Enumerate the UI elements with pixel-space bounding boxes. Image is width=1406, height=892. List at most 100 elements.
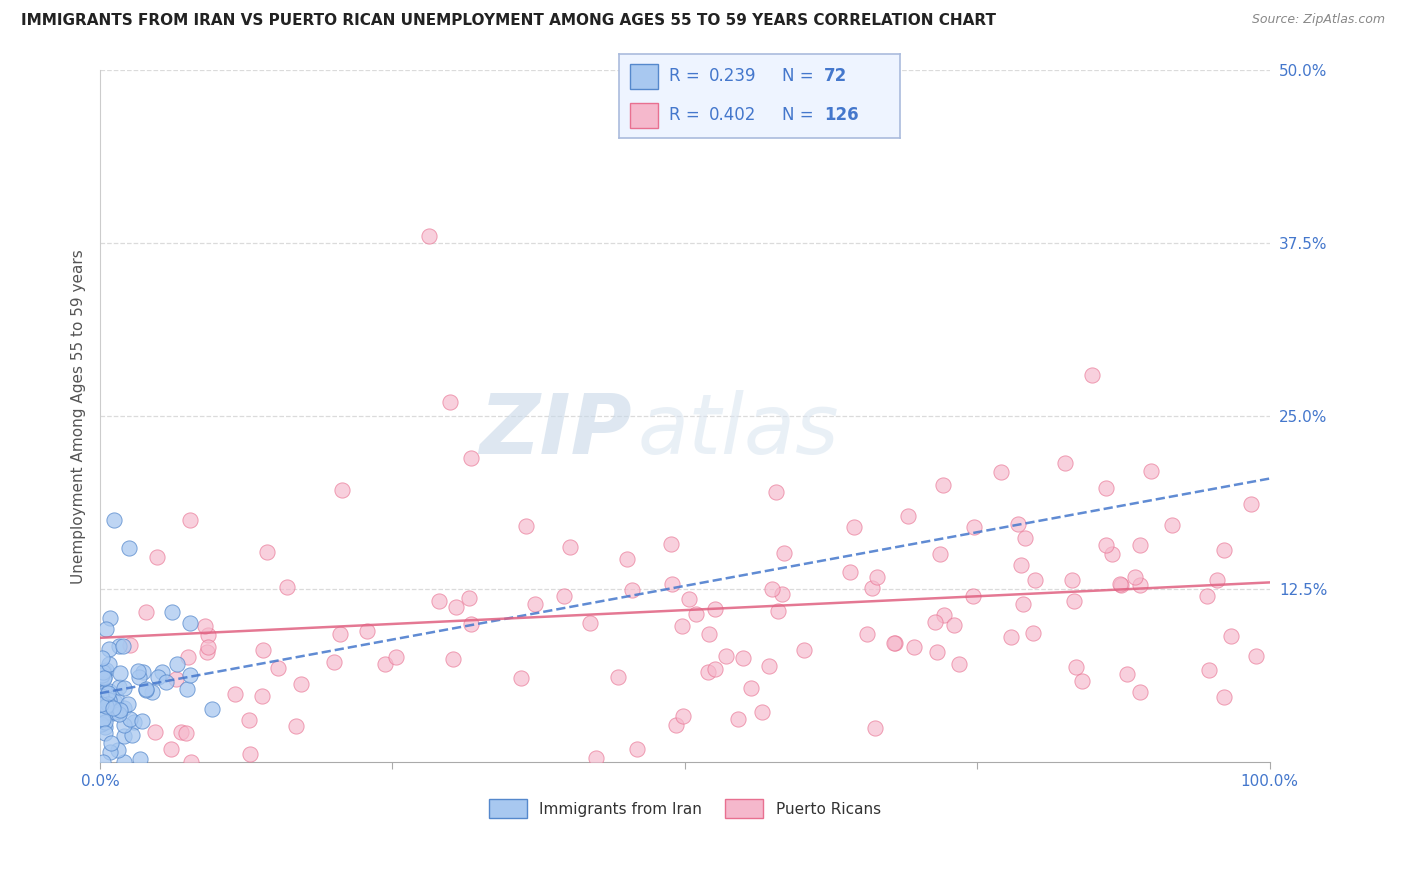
Point (93, 712, 115, 726)
Point (1213, 543, 1236, 558)
Point (94, 698, 117, 713)
Bar (630, 63, 658, 89)
Point (766, 603, 789, 617)
Point (579, 615, 602, 630)
Point (924, 615, 946, 630)
Point (659, 537, 682, 551)
Point (98, 693, 121, 707)
Point (856, 627, 879, 641)
Point (112, 701, 135, 715)
Point (238, 713, 260, 727)
Point (112, 729, 135, 743)
Point (94, 622, 117, 636)
Point (1128, 685, 1150, 699)
Point (110, 703, 132, 717)
Point (932, 478, 955, 492)
Point (179, 668, 201, 682)
Point (418, 229, 440, 244)
Point (104, 705, 127, 719)
Point (108, 639, 131, 653)
Point (128, 752, 150, 766)
Point (962, 589, 984, 603)
Point (329, 626, 352, 640)
Point (509, 671, 531, 685)
Text: 72: 72 (824, 68, 848, 86)
Point (91, 756, 114, 770)
Point (195, 645, 218, 659)
Point (121, 728, 143, 742)
Point (1010, 558, 1032, 573)
Point (170, 724, 193, 739)
Point (135, 683, 157, 698)
Point (114, 756, 136, 770)
Point (97, 657, 120, 671)
Point (515, 518, 537, 533)
Point (118, 638, 141, 652)
Point (201, 702, 224, 716)
Point (127, 664, 149, 678)
Point (671, 619, 693, 633)
Point (1109, 577, 1132, 591)
Point (665, 718, 688, 732)
Text: 0.239: 0.239 (709, 68, 756, 86)
Point (1054, 456, 1077, 470)
Point (160, 741, 183, 756)
Point (439, 395, 461, 409)
Point (1000, 630, 1022, 644)
Point (703, 662, 725, 676)
Point (256, 545, 278, 559)
Point (1195, 589, 1218, 603)
Point (1063, 594, 1085, 608)
Point (94, 720, 117, 734)
Point (98, 610, 121, 624)
Point (112, 640, 135, 654)
Point (866, 569, 889, 583)
Point (1007, 517, 1029, 532)
Point (441, 652, 464, 666)
Point (429, 594, 451, 608)
Point (101, 701, 124, 715)
Point (1014, 531, 1036, 545)
Point (927, 645, 949, 659)
Point (1244, 649, 1267, 664)
Point (118, 712, 141, 726)
Point (197, 640, 219, 655)
Point (108, 706, 131, 721)
Point (179, 615, 201, 630)
Point (90, 717, 112, 731)
Point (883, 635, 905, 649)
Point (290, 677, 312, 691)
Point (751, 705, 773, 719)
Point (118, 541, 141, 555)
Text: N =: N = (782, 68, 813, 86)
Point (104, 690, 127, 705)
Point (174, 726, 197, 740)
Point (284, 718, 307, 732)
Point (842, 520, 865, 534)
Point (1095, 481, 1118, 495)
Point (93, 670, 115, 684)
Point (94, 725, 117, 739)
Point (697, 627, 720, 641)
Point (143, 724, 166, 739)
Point (765, 484, 787, 499)
Point (1212, 690, 1234, 705)
Point (180, 756, 202, 770)
Point (672, 709, 695, 723)
Point (1024, 573, 1046, 587)
Point (356, 624, 378, 638)
Point (224, 687, 246, 701)
Point (267, 661, 290, 675)
Point (90, 698, 112, 712)
Point (94, 715, 117, 730)
Text: R =: R = (669, 68, 700, 86)
Point (1129, 578, 1152, 592)
Point (1064, 660, 1087, 674)
Point (446, 599, 468, 614)
Point (1111, 577, 1133, 591)
Point (727, 713, 749, 727)
Point (585, 751, 607, 765)
Text: N =: N = (782, 106, 813, 124)
Point (758, 659, 780, 673)
Bar (630, 103, 658, 128)
